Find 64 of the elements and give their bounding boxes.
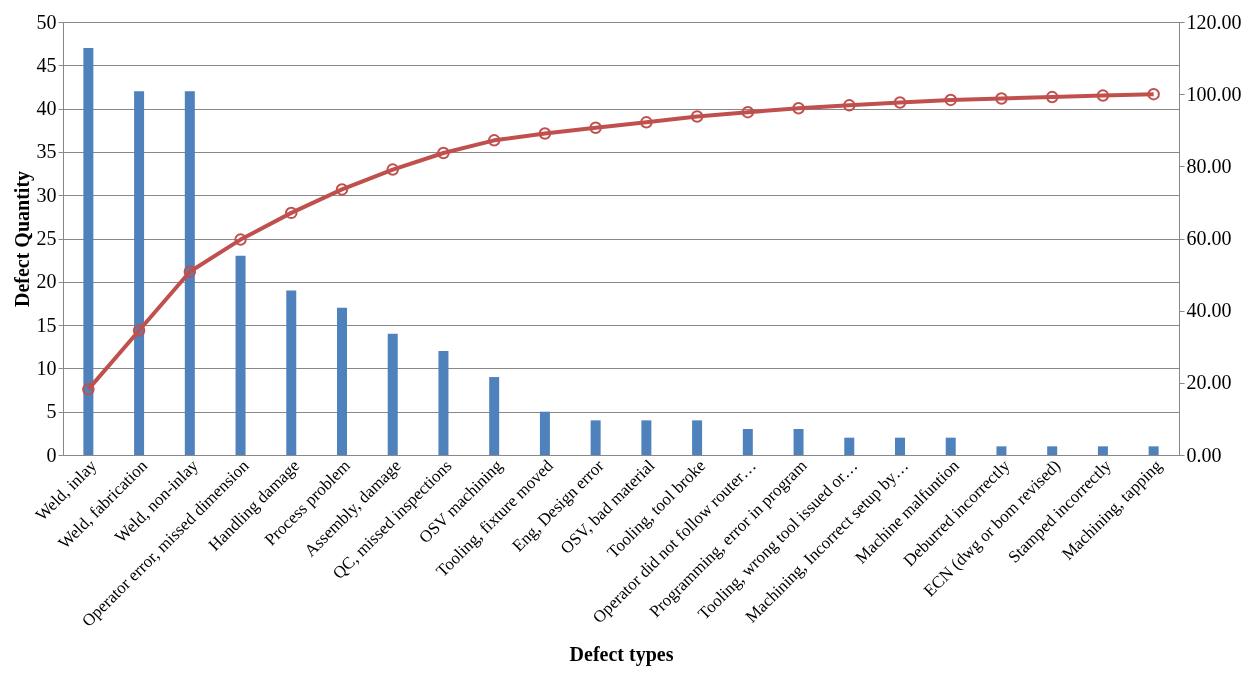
- y2-tick-label: 120.00: [1186, 10, 1242, 33]
- y-tick-label: 20: [36, 270, 57, 293]
- point: [386, 163, 399, 176]
- y-tick-label: 35: [36, 140, 57, 163]
- bar: [844, 437, 855, 455]
- x-axis-title: Defect types: [569, 642, 674, 666]
- point: [741, 105, 755, 119]
- bar: [286, 290, 297, 455]
- bar: [83, 47, 94, 455]
- bar: [134, 91, 145, 455]
- bar: [387, 333, 398, 455]
- y2-tick-label: 20.00: [1186, 371, 1232, 394]
- point: [1096, 89, 1110, 102]
- point: [437, 146, 450, 160]
- point: [792, 102, 805, 115]
- y2-tick-label: 80.00: [1186, 154, 1232, 177]
- bar: [539, 411, 550, 455]
- point: [1147, 87, 1160, 101]
- bar: [895, 437, 905, 455]
- bar: [590, 420, 601, 455]
- bar: [641, 420, 652, 455]
- bar: [184, 91, 195, 455]
- y-tick-label: 5: [46, 400, 57, 423]
- point: [640, 116, 653, 129]
- bar: [438, 351, 449, 455]
- point: [690, 110, 704, 123]
- point: [234, 233, 247, 246]
- bar: [996, 446, 1007, 455]
- y-axis-title: Defect Quantity: [10, 170, 34, 308]
- bar: [1047, 446, 1058, 455]
- point: [183, 265, 197, 278]
- y-tick-label: 30: [36, 183, 57, 206]
- y-tick-label: 0: [46, 443, 57, 466]
- point: [335, 183, 349, 196]
- bar: [793, 429, 804, 455]
- bar: [1097, 446, 1108, 455]
- point: [589, 121, 602, 134]
- y2-tick-label: 40.00: [1186, 299, 1232, 322]
- bar: [235, 255, 246, 455]
- point: [132, 324, 146, 337]
- y-tick-label: 50: [36, 10, 57, 33]
- point: [82, 383, 95, 396]
- y2-tick-label: 100.00: [1186, 82, 1242, 105]
- point: [944, 93, 957, 107]
- bar: [742, 429, 753, 455]
- y-tick-label: 25: [36, 227, 57, 249]
- y-tick-label: 45: [36, 53, 57, 76]
- point: [538, 127, 552, 140]
- y2-tick-label: 0.00: [1186, 443, 1222, 466]
- point: [285, 206, 298, 220]
- bar: [489, 377, 500, 455]
- point: [893, 96, 907, 109]
- point: [487, 134, 501, 147]
- bar: [945, 437, 956, 455]
- point: [995, 92, 1008, 105]
- y-tick-label: 40: [36, 97, 57, 120]
- y-tick-label: 10: [36, 356, 57, 379]
- point: [1045, 90, 1059, 104]
- y2-tick-label: 60.00: [1186, 227, 1232, 249]
- bar: [337, 307, 347, 455]
- point: [843, 99, 856, 112]
- bar: [692, 420, 703, 455]
- y-tick-label: 15: [36, 313, 57, 336]
- bar: [1148, 446, 1159, 455]
